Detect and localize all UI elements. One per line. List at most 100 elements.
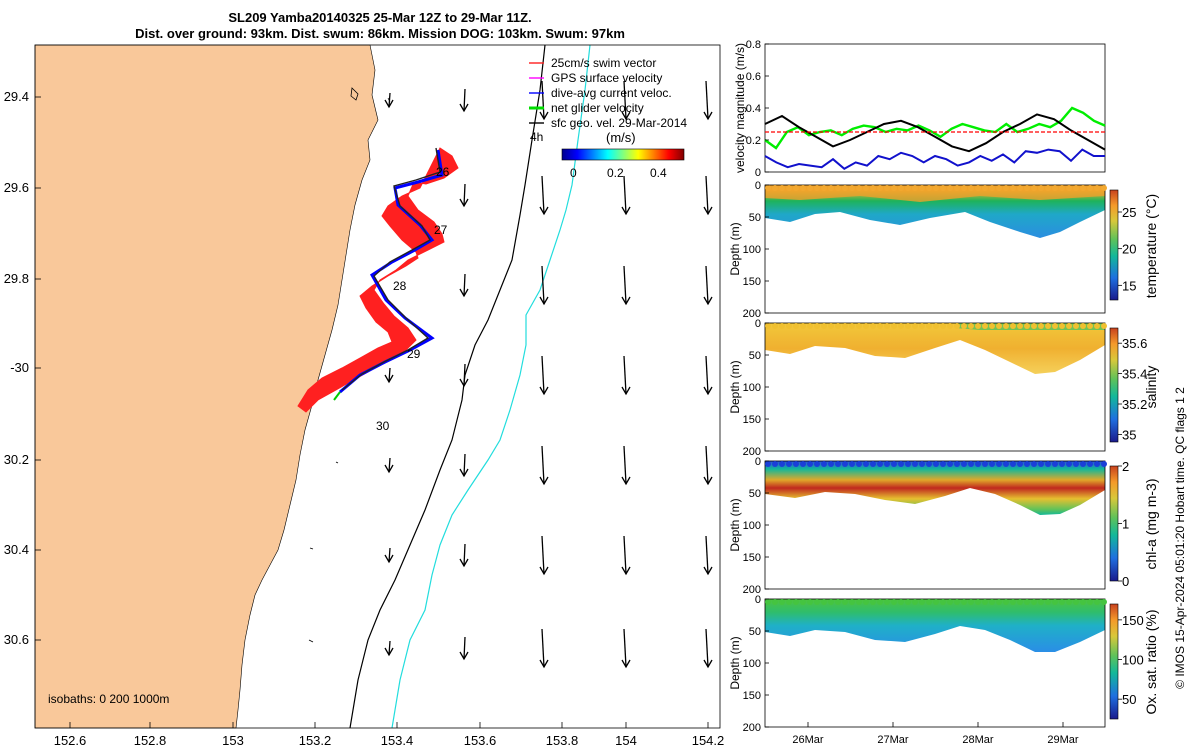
sample-dot <box>1066 461 1072 467</box>
sample-dot <box>835 323 841 329</box>
sample-dot <box>1003 599 1009 605</box>
sample-dot <box>863 323 869 329</box>
swim-vectors-area <box>297 147 459 413</box>
velocity-arrow-head <box>539 566 549 576</box>
velocity-arrow <box>541 355 545 395</box>
sample-dot <box>1024 323 1030 329</box>
sample-dot <box>842 599 848 605</box>
sample-dot <box>1031 599 1037 605</box>
sample-dot <box>821 461 827 467</box>
velocity-arrow <box>388 367 391 383</box>
velocity-arrow-head <box>703 111 713 121</box>
section-ytick-label: 100 <box>743 382 761 394</box>
salinity-clabel: salinity <box>1143 366 1159 409</box>
map-xtick-label: 153.2 <box>299 733 332 748</box>
sample-dot <box>919 461 925 467</box>
sample-dot <box>1045 599 1051 605</box>
sample-dot <box>961 599 967 605</box>
sample-dot <box>835 461 841 467</box>
sample-dot <box>884 599 890 605</box>
colorbar-ticks: 15 20 25 35 35.2 35.4 35.6 0 1 2 50 100 150 <box>1118 205 1147 707</box>
section-panels: 0 50 100 150 200 Depth (m) 0 50 100 150 200 Depth (… <box>728 180 1107 746</box>
velocity-arrow-head <box>703 659 713 669</box>
sample-dot <box>912 323 918 329</box>
velocity-arrow-head <box>459 468 469 478</box>
sample-dot <box>933 185 939 191</box>
velocity-arrow-head <box>539 111 549 121</box>
map-ytick-label: 29.6 <box>4 180 29 195</box>
velocity-arrow-head <box>539 386 549 396</box>
sample-dot <box>828 461 834 467</box>
sample-dot <box>870 323 876 329</box>
map-axes: 152.6 152.8 153 153.2 153.4 153.6 153.8 154 154.… <box>4 89 725 748</box>
sample-dot <box>1010 461 1016 467</box>
map-xtick-label: 153 <box>222 733 244 748</box>
sample-dot <box>870 185 876 191</box>
velocity-arrow-head <box>703 206 713 216</box>
velocity-arrow-head <box>621 566 631 576</box>
sample-dot <box>898 461 904 467</box>
sample-dot <box>842 185 848 191</box>
sample-dot <box>1101 599 1107 605</box>
sample-dot <box>926 185 932 191</box>
sample-dot <box>891 461 897 467</box>
velocity-ytick-label: 0.8 <box>746 39 761 51</box>
section-ytick-label: 50 <box>749 488 761 500</box>
sample-dot <box>1094 185 1100 191</box>
sample-dot <box>954 599 960 605</box>
day-markers: 26 27 28 29 30 <box>376 165 450 433</box>
sample-dot <box>905 461 911 467</box>
oxygen-field <box>765 599 1105 652</box>
sample-dot <box>1045 323 1051 329</box>
sample-dot <box>828 323 834 329</box>
velocity-arrow-head <box>384 374 394 384</box>
sample-dot <box>954 185 960 191</box>
map-ytick-label: -30 <box>10 360 29 375</box>
sample-dot <box>1080 461 1086 467</box>
sample-dot <box>1003 185 1009 191</box>
sample-dot <box>926 461 932 467</box>
velocity-arrow <box>623 628 627 668</box>
sample-dot <box>1038 185 1044 191</box>
sample-dot <box>1031 461 1037 467</box>
map-ytick-label: 29.4 <box>4 89 29 104</box>
chla-clabel: chl-a (mg m-3) <box>1143 478 1159 569</box>
map-legend: 25cm/s swim vector GPS surface velocity … <box>529 56 687 180</box>
velocity-arrow <box>463 543 466 567</box>
sample-dot <box>1087 461 1093 467</box>
sample-dot <box>968 461 974 467</box>
section-ylabel: Depth (m) <box>728 636 742 689</box>
sample-dot <box>884 323 890 329</box>
sample-dot <box>1059 599 1065 605</box>
velocity-arrow-head <box>384 554 394 564</box>
colorbar-tick-0: 0 <box>570 166 577 180</box>
sample-dot <box>912 185 918 191</box>
velocity-arrow <box>623 265 627 305</box>
sample-dot <box>975 323 981 329</box>
colorbar-tick-label: 1 <box>1122 517 1129 532</box>
colorbar-tick-label: 35.6 <box>1122 336 1147 351</box>
velocity-arrow-head <box>384 464 394 474</box>
salinity-field <box>765 323 1105 374</box>
velocity-arrow-head <box>539 476 549 486</box>
temperature-section <box>764 184 1106 314</box>
sample-dot <box>961 323 967 329</box>
sample-dot <box>765 461 771 467</box>
sample-dot <box>772 599 778 605</box>
velocity-arrow <box>623 445 627 485</box>
section-ytick-label: 0 <box>755 180 761 192</box>
sample-dot <box>954 323 960 329</box>
sample-dot <box>863 461 869 467</box>
velocity-arrow-head <box>621 206 631 216</box>
map-xtick-label: 153.4 <box>381 733 414 748</box>
colorbar-tick-label: 2 <box>1122 459 1129 474</box>
colorbar-tick-label: 35 <box>1122 427 1136 442</box>
velocity-arrow <box>705 80 709 120</box>
velocity-arrow-head <box>459 378 469 388</box>
velocity-arrow-head <box>703 566 713 576</box>
sample-dot <box>947 323 953 329</box>
day-label-28: 28 <box>393 279 407 293</box>
speed-colorbar <box>561 148 685 161</box>
sample-dot <box>1101 323 1107 329</box>
